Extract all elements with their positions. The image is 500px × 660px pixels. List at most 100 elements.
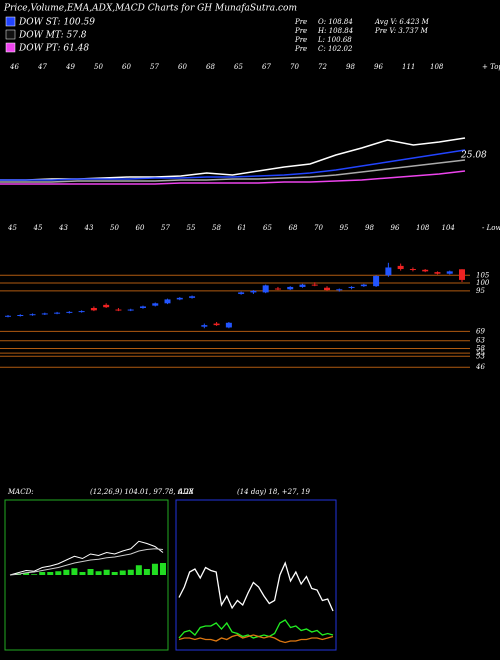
low-label: 70: [314, 224, 323, 232]
y-tick-label: 100: [476, 279, 490, 287]
low-label: 65: [263, 224, 272, 232]
legend-swatch: [5, 29, 16, 40]
low-label: 95: [340, 224, 349, 232]
y-tick-label: 53: [476, 352, 485, 360]
y-tick-label: 58: [476, 345, 485, 353]
candle-body: [459, 269, 465, 280]
low-label: 50: [110, 224, 119, 232]
macd-line: [9, 540, 164, 576]
ema-line: [0, 159, 466, 183]
tops-label: + Tops: [482, 63, 500, 71]
macd-bar: [135, 565, 142, 575]
ema-line: [0, 137, 466, 181]
candle-body: [139, 306, 146, 308]
y-tick-label: 69: [476, 327, 485, 335]
low-label: 104: [442, 224, 455, 232]
macd-bar: [143, 569, 150, 575]
candle-body: [66, 311, 73, 313]
macd-bar: [71, 568, 78, 575]
legend-label: DOW PT: 61.48: [18, 44, 89, 54]
adx-panel: [175, 499, 337, 651]
candle-body: [189, 296, 196, 298]
macd-bar: [127, 569, 134, 575]
adx-line: [178, 634, 334, 644]
candle-body: [54, 312, 61, 314]
top-label: 67: [262, 63, 271, 71]
top-label: 57: [150, 63, 159, 71]
candle-body: [225, 322, 232, 328]
candle-body: [299, 284, 306, 287]
legend-swatch: [5, 16, 16, 27]
macd-bar: [151, 563, 158, 575]
y-tick-label: 105: [476, 271, 490, 279]
candle-body: [373, 276, 380, 287]
low-label: 96: [391, 224, 400, 232]
top-label: 108: [430, 63, 444, 71]
panel-subtitle: (14 day) 18, +27, 19: [237, 488, 310, 496]
candle-body: [164, 299, 171, 304]
candle-body: [409, 269, 416, 271]
stat-prefix: Pre: [294, 45, 307, 53]
legend-label: DOW MT: 57.8: [18, 31, 87, 41]
top-label: 60: [122, 63, 131, 71]
macd-bar: [63, 569, 70, 575]
lows-label: - Lows: [482, 224, 500, 232]
stat-prefix: Pre: [294, 18, 307, 26]
low-label: 43: [84, 224, 94, 232]
chart-title: Price,Volume,EMA,ADX,MACD Charts for GH …: [3, 4, 297, 14]
adx-line: [178, 561, 334, 612]
candle-body: [213, 323, 220, 326]
low-label: 108: [416, 224, 430, 232]
candle-body: [90, 307, 97, 311]
macd-bar: [39, 572, 46, 575]
candle-body: [78, 311, 85, 313]
ema-label: 25.08: [460, 151, 487, 161]
candle-body: [176, 297, 183, 300]
panel-subtitle: (12,26,9) 104.01, 97.78, 6.28: [90, 488, 194, 496]
y-tick-label: 95: [476, 287, 485, 295]
low-label: 68: [289, 224, 298, 232]
top-label: 70: [290, 63, 299, 71]
top-label: 47: [37, 63, 47, 71]
volume-stat: Avg V: 6.423 M: [374, 18, 430, 26]
low-label: 45: [7, 224, 17, 232]
top-label: 50: [94, 63, 103, 71]
candle-body: [127, 309, 134, 311]
low-label: 58: [212, 224, 221, 232]
candle-body: [274, 288, 281, 290]
ema-line: [0, 170, 466, 185]
candle-body: [41, 313, 48, 315]
top-label: 49: [65, 63, 75, 71]
volume-stat: Pre V: 3.737 M: [374, 27, 429, 35]
candle-body: [201, 325, 208, 327]
macd-bar: [119, 570, 126, 575]
low-label: 57: [161, 224, 170, 232]
candle-body: [446, 271, 453, 274]
macd-bar: [95, 571, 102, 575]
candle-body: [422, 269, 429, 272]
y-tick-label: 46: [475, 363, 485, 371]
macd-bar: [103, 569, 110, 575]
macd-bar: [47, 572, 54, 575]
low-label: 45: [33, 224, 43, 232]
candle-body: [336, 289, 343, 291]
low-label: 60: [136, 224, 145, 232]
stat-prefix: Pre: [294, 36, 307, 44]
low-label: 61: [238, 224, 247, 232]
candle-body: [262, 285, 269, 293]
y-tick-label: 55: [476, 349, 485, 357]
panel-title: MACD:: [7, 488, 34, 496]
low-label: 98: [365, 224, 374, 232]
candle-body: [5, 315, 11, 317]
legend-label: DOW ST: 100.59: [18, 18, 95, 28]
candle-body: [324, 287, 331, 291]
macd-bar: [79, 572, 86, 575]
candle-body: [152, 303, 159, 306]
panel-title: ADX: [177, 488, 195, 496]
candle-body: [250, 290, 257, 293]
candle-body: [348, 286, 355, 288]
candle-body: [17, 315, 24, 316]
top-label: 68: [206, 63, 215, 71]
macd-bar: [31, 574, 38, 575]
